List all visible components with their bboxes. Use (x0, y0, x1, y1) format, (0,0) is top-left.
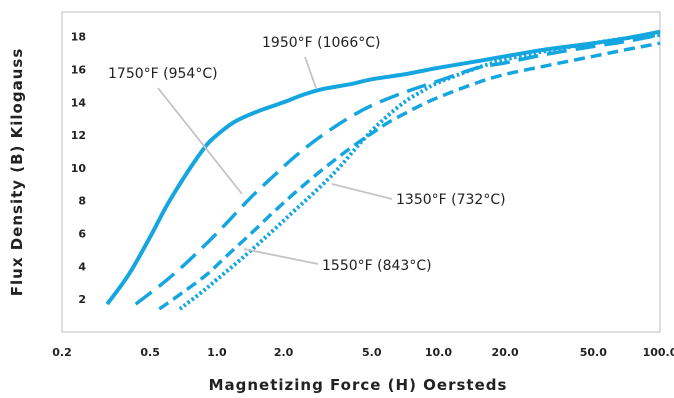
annotation-leader-line (157, 87, 243, 195)
series-line-4 (178, 33, 661, 311)
annotation-leader-line (304, 56, 317, 89)
plot-area-frame (61, 11, 661, 333)
annotation-label: 1950°F (1066°C) (262, 35, 380, 51)
annotation-label: 1750°F (954°C) (108, 66, 218, 82)
y-tick-label: 8 (78, 195, 86, 208)
series-layer (105, 29, 661, 311)
annotation-leader-line (331, 183, 393, 200)
series-line-2 (134, 33, 661, 306)
y-tick-label: 4 (78, 260, 86, 273)
annotation-leader-line (243, 248, 319, 265)
x-tick-label: 5.0 (362, 346, 382, 359)
x-tick-label: 1.0 (207, 346, 227, 359)
x-tick-label: 0.5 (140, 346, 160, 359)
x-tick-label: 0.2 (52, 346, 72, 359)
x-tick-label: 50.0 (580, 346, 607, 359)
y-axis-title: Flux Density (B) Kilogauss (8, 48, 26, 296)
y-tick-label: 10 (71, 162, 87, 175)
annotation-label: 1350°F (732°C) (396, 192, 506, 208)
y-tick-label: 16 (71, 63, 87, 76)
x-tick-label: 2.0 (274, 346, 294, 359)
y-axis-ticks: 2 4 6 8 10 12 14 16 18 (71, 31, 87, 307)
y-tick-label: 18 (71, 31, 86, 44)
annotation-label: 1550°F (843°C) (322, 258, 432, 274)
y-tick-label: 14 (71, 96, 87, 109)
y-tick-label: 2 (78, 293, 86, 306)
x-tick-label: 100.0 (643, 346, 674, 359)
y-tick-label: 12 (71, 129, 86, 142)
series-line-1 (105, 29, 661, 306)
x-tick-label: 20.0 (492, 346, 519, 359)
x-axis-ticks: 0.2 0.5 1.0 2.0 5.0 10.0 20.0 50.0 100.0 (52, 346, 674, 359)
x-axis-title: Magnetizing Force (H) Oersteds (209, 376, 508, 394)
x-tick-label: 10.0 (425, 346, 452, 359)
y-tick-label: 6 (78, 228, 86, 241)
annotation-layer: 1950°F (1066°C) 1750°F (954°C) 1350°F (732… (108, 35, 506, 274)
